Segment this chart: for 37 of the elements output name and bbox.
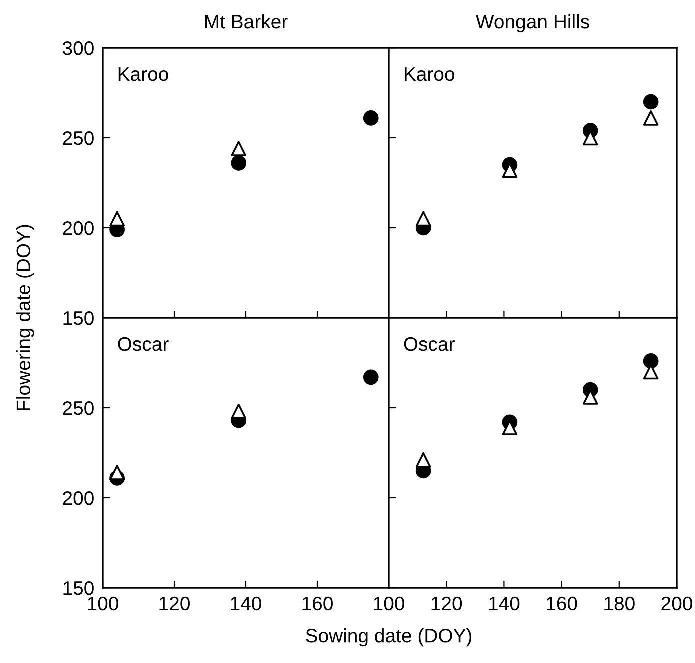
- point: [363, 110, 379, 126]
- point: [643, 110, 659, 126]
- annotation: Oscar: [404, 337, 455, 352]
- point: [416, 211, 432, 227]
- y-tick-label: 200: [63, 491, 94, 506]
- point: [643, 94, 659, 110]
- x-tick-label: 160: [547, 596, 578, 611]
- point: [110, 465, 125, 480]
- x-tick-label: 160: [302, 596, 333, 611]
- x-tick-label: 100: [374, 596, 404, 611]
- x-tick-label: 100: [88, 596, 118, 611]
- x-tick-label: 200: [662, 596, 692, 611]
- y-tick-label: 250: [63, 401, 94, 416]
- annotation: Oscar: [118, 337, 169, 352]
- annotation: Karoo: [404, 68, 454, 82]
- point: [363, 370, 379, 386]
- y-axis-title: Flowering date (DOY): [16, 225, 34, 410]
- point: [643, 354, 659, 369]
- x-axis-title: Sowing date (DOY): [306, 628, 472, 647]
- y-tick-label: 200: [63, 221, 94, 236]
- y-tick-label: 150: [64, 581, 94, 596]
- point: [110, 211, 125, 227]
- chart-title: Wongan Hills: [476, 14, 590, 33]
- point: [416, 452, 432, 468]
- annotation: Karoo: [118, 68, 168, 82]
- y-tick-label: 150: [64, 311, 94, 326]
- point: [231, 156, 247, 171]
- x-tick-label: 140: [231, 596, 262, 611]
- point: [231, 141, 247, 156]
- y-tick-label: 300: [62, 41, 94, 56]
- x-tick-label: 140: [489, 596, 520, 611]
- x-tick-label: 120: [432, 596, 462, 611]
- point: [231, 404, 247, 420]
- chart-title: Mt Barker: [205, 14, 288, 29]
- x-tick-label: 120: [160, 596, 190, 611]
- y-tick-label: 250: [63, 131, 94, 146]
- x-tick-label: 180: [604, 596, 635, 611]
